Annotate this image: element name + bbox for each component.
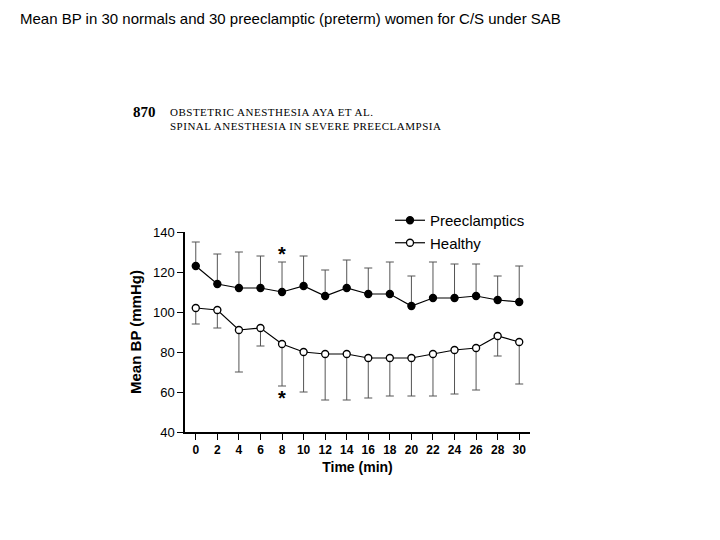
svg-text:14: 14: [340, 443, 354, 457]
svg-text:140: 140: [153, 225, 175, 240]
svg-text:Time (min): Time (min): [322, 459, 393, 475]
svg-text:40: 40: [160, 425, 174, 440]
svg-text:0: 0: [192, 443, 199, 457]
svg-text:6: 6: [257, 443, 264, 457]
svg-text:24: 24: [448, 443, 462, 457]
svg-text:22: 22: [426, 443, 440, 457]
svg-text:12: 12: [318, 443, 332, 457]
html-text:870: 870: [133, 104, 156, 120]
svg-text:120: 120: [153, 265, 175, 280]
svg-text:18: 18: [383, 443, 397, 457]
svg-text:8: 8: [279, 443, 286, 457]
svg-text:2: 2: [214, 443, 221, 457]
svg-text:10: 10: [297, 443, 311, 457]
svg-text:100: 100: [153, 305, 175, 320]
svg-text:20: 20: [405, 443, 419, 457]
html-text:Mean BP in 30 normals and 30 p: Mean BP in 30 normals and 30 preeclampti…: [20, 10, 561, 27]
svg-text:60: 60: [160, 385, 174, 400]
svg-text:*: *: [278, 243, 286, 265]
svg-text:30: 30: [513, 443, 527, 457]
svg-text:Preeclamptics: Preeclamptics: [430, 212, 524, 229]
svg-text:Healthy: Healthy: [430, 235, 481, 252]
svg-text:16: 16: [362, 443, 376, 457]
svg-text:28: 28: [491, 443, 505, 457]
svg-text:4: 4: [236, 443, 243, 457]
svg-text:Mean BP (mmHg): Mean BP (mmHg): [127, 270, 144, 394]
svg-text:26: 26: [469, 443, 483, 457]
svg-text:*: *: [278, 387, 286, 409]
html-text:SPINAL ANESTHESIA IN SEVERE PR: SPINAL ANESTHESIA IN SEVERE PREECLAMPSIA: [170, 120, 442, 132]
svg-text:80: 80: [160, 345, 174, 360]
html-text:OBSTETRIC ANESTHESIA AYA ET AL: OBSTETRIC ANESTHESIA AYA ET AL.: [170, 106, 374, 118]
